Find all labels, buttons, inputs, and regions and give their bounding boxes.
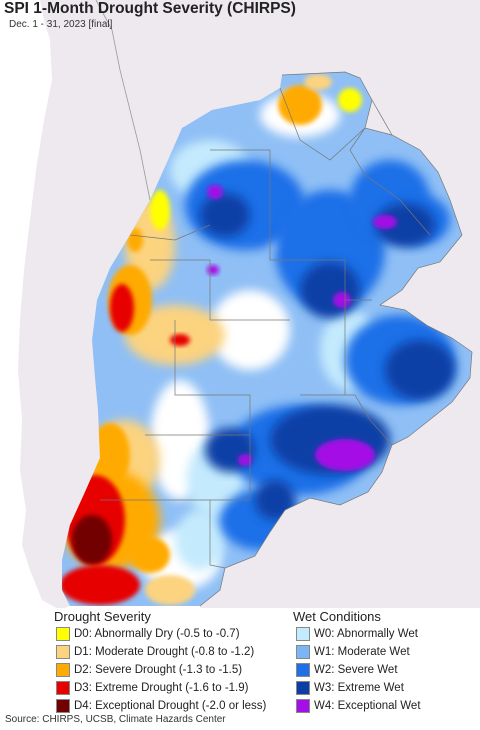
drought-map [18, 0, 480, 610]
legend-label: W0: Abnormally Wet [314, 628, 418, 640]
legend-label: W2: Severe Wet [314, 664, 398, 676]
source-credit: Source: CHIRPS, UCSB, Climate Hazards Ce… [5, 714, 226, 725]
legend-heading-drought: Drought Severity [54, 609, 151, 624]
legend-label: D1: Moderate Drought (-0.8 to -1.2) [74, 646, 255, 658]
swatch-d3 [56, 681, 70, 695]
legend-item-w1: W1: Moderate Wet [296, 644, 410, 660]
legend-item-d2: D2: Severe Drought (-1.3 to -1.5) [56, 662, 242, 678]
swatch-w0 [296, 627, 310, 641]
swatch-d4 [56, 699, 70, 713]
legend-item-d0: D0: Abnormally Dry (-0.5 to -0.7) [56, 626, 240, 642]
legend-label: D3: Extreme Drought (-1.6 to -1.9) [74, 682, 249, 694]
chile-argentina-border [95, 0, 151, 201]
legend-label: W1: Moderate Wet [314, 646, 410, 658]
map-title: SPI 1-Month Drought Severity (CHIRPS) [4, 0, 296, 17]
swatch-w2 [296, 663, 310, 677]
swatch-w4 [296, 699, 310, 713]
swatch-d2 [56, 663, 70, 677]
severity-fields [62, 74, 455, 605]
legend-heading-wet: Wet Conditions [293, 609, 381, 624]
swatch-d1 [56, 645, 70, 659]
legend-label: D2: Severe Drought (-1.3 to -1.5) [74, 664, 243, 676]
legend: Drought Severity Wet Conditions D0: Abno… [0, 608, 480, 714]
swatch-w3 [296, 681, 310, 695]
legend-label: W3: Extreme Wet [314, 682, 404, 694]
legend-item-d3: D3: Extreme Drought (-1.6 to -1.9) [56, 680, 248, 696]
legend-item-d1: D1: Moderate Drought (-0.8 to -1.2) [56, 644, 254, 660]
legend-label: W4: Exceptional Wet [314, 700, 421, 712]
outside-land [18, 0, 480, 610]
swatch-d0 [56, 627, 70, 641]
map-subtitle: Dec. 1 - 31, 2023 [final] [9, 19, 113, 30]
legend-item-d4: D4: Exceptional Drought (-2.0 or less) [56, 698, 266, 714]
swatch-w1 [296, 645, 310, 659]
legend-label: D4: Exceptional Drought (-2.0 or less) [74, 700, 267, 712]
legend-item-w3: W3: Extreme Wet [296, 680, 404, 696]
legend-item-w4: W4: Exceptional Wet [296, 698, 421, 714]
legend-label: D0: Abnormally Dry (-0.5 to -0.7) [74, 628, 240, 640]
legend-item-w0: W0: Abnormally Wet [296, 626, 418, 642]
borders [100, 71, 473, 607]
legend-item-w2: W2: Severe Wet [296, 662, 398, 678]
